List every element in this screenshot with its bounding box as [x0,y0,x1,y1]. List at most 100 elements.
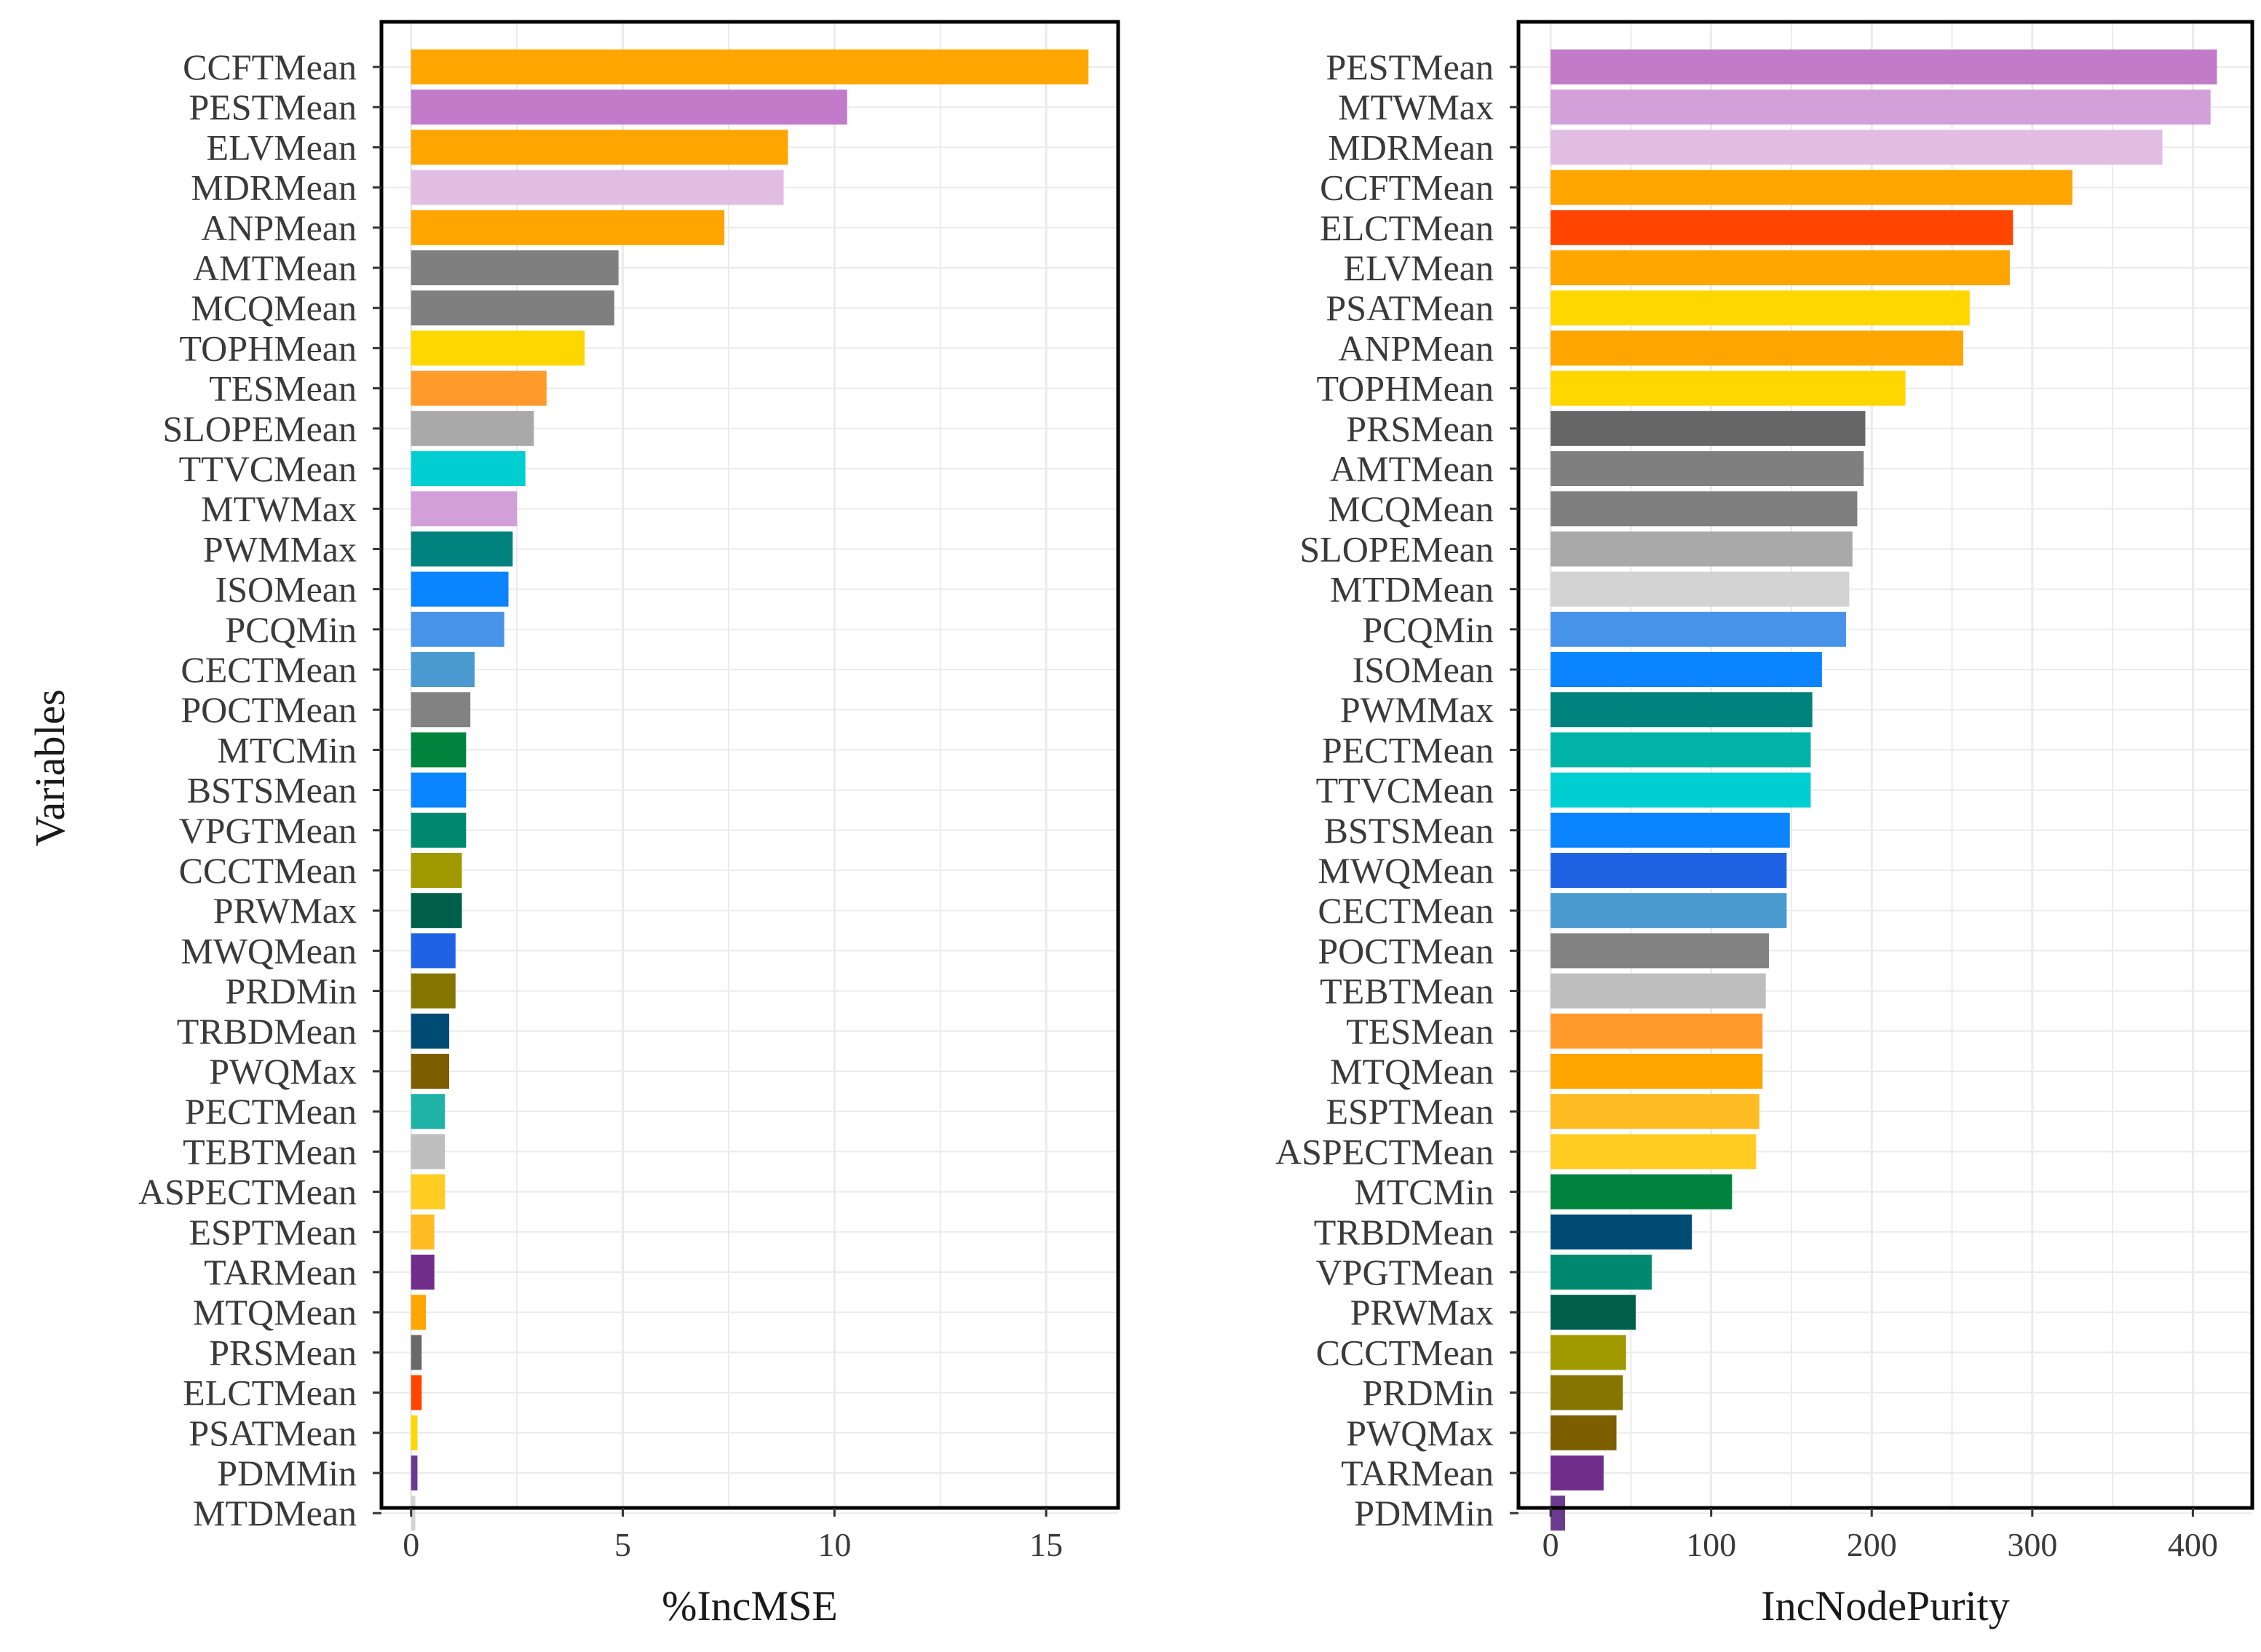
bar [411,571,509,607]
y-tick-label: ESPTMean [1326,1091,1494,1132]
y-tick-label: PWMMax [1340,689,1494,730]
y-tick-label: PRSMean [209,1332,357,1373]
bar [411,812,467,848]
y-tick-label: CCCTMean [179,850,357,891]
bar [1551,1054,1763,1089]
x-tick-label: 0 [403,1526,419,1563]
y-tick-label: MWQMean [181,930,357,971]
bar [411,1094,446,1129]
y-tick-label: ANPMean [201,207,357,248]
bar [411,1335,422,1370]
y-tick-label: PCQMin [225,609,357,650]
bar [411,1415,418,1450]
y-tick-label: PESTMean [1326,47,1494,87]
bar [1551,1295,1636,1330]
bar [1551,853,1787,888]
bar [411,1013,450,1049]
bar [411,290,614,326]
y-tick-label: PRSMean [1346,408,1494,449]
bar [1551,49,2217,84]
y-tick-label: CCFTMean [1320,167,1494,208]
panel-incmse: CCFTMeanPESTMeanELVMeanMDRMeanANPMeanAMT… [138,20,1120,1629]
y-tick-label: TESMean [209,368,357,409]
bar [1551,290,1970,326]
bar [1551,692,1813,728]
bar [1551,1375,1623,1410]
bar [411,692,471,728]
y-tick-label: ASPECTMean [138,1172,357,1212]
bar [1551,491,1858,527]
bar [1551,210,2013,245]
y-tick-label: PRWMax [1350,1292,1494,1333]
x-tick-label: 300 [2007,1526,2057,1563]
bar [1551,1496,1565,1531]
bar [1551,1255,1652,1290]
bar [1551,1134,1757,1169]
y-tick-label: MTCMin [217,729,357,770]
y-tick-label: ISOMean [1353,649,1494,690]
y-tick-label: PESTMean [189,87,357,127]
y-tick-label: TTVCMean [179,448,357,489]
bar [411,1496,416,1531]
y-tick-label: PECTMean [185,1091,357,1132]
y-tick-label: VPGTMean [179,810,357,851]
bar [1551,370,1906,406]
bar [411,451,526,486]
bar [411,1174,446,1210]
bar [1551,1214,1692,1250]
y-tick-label: PSATMean [189,1413,357,1453]
y-tick-label: PECTMean [1322,729,1494,770]
bar [411,1255,435,1290]
bar [1551,1456,1604,1490]
bar [411,370,547,406]
y-tick-label: ELCTMean [1320,207,1494,248]
bar [1551,1174,1733,1210]
bar [411,90,847,125]
y-tick-label: ELVMean [207,127,357,167]
bar [1551,250,2010,285]
y-tick-label: PDMMin [217,1453,357,1493]
y-tick-label: CCFTMean [183,47,357,87]
y-tick-label: MTWMax [201,488,357,529]
bar [411,1375,422,1410]
x-tick-label: 5 [614,1526,631,1563]
x-axis-title: %IncMSE [662,1582,838,1629]
y-tick-label: TOPHMean [179,327,357,368]
y-tick-label: TEBTMean [183,1131,357,1172]
x-tick-label: 400 [2168,1526,2218,1563]
bar [411,170,784,205]
y-tick-label: MTDMean [193,1493,357,1533]
bar [1551,130,2163,165]
y-tick-label: MTDMean [1330,569,1494,610]
bar [411,1134,446,1169]
y-tick-label: CCCTMean [1316,1332,1494,1373]
y-tick-label: MTQMean [1330,1051,1494,1092]
y-tick-label: CECTMean [1318,890,1494,931]
bar [411,772,467,808]
y-tick-label: BSTSMean [187,770,357,811]
x-tick-label: 200 [1847,1526,1897,1563]
x-tick-label: 0 [1543,1526,1559,1563]
bar [411,1456,418,1490]
bar [1551,652,1822,687]
bar [1551,772,1811,808]
y-tick-label: PRDMin [1362,1373,1494,1413]
y-tick-label: MTCMin [1354,1172,1494,1212]
y-tick-label: VPGTMean [1316,1252,1494,1292]
bar [411,652,475,687]
bar [1551,933,1770,969]
bar [1551,973,1766,1009]
y-tick-label: MDRMean [1328,127,1494,167]
y-tick-label: PCQMin [1362,609,1494,650]
bar [411,1214,435,1250]
y-tick-label: TTVCMean [1316,770,1494,811]
y-tick-label: MTQMean [193,1292,357,1333]
y-tick-label: PSATMean [1326,287,1494,328]
y-tick-label: MWQMean [1318,850,1494,891]
bar [1551,893,1787,929]
y-tick-label: TARMean [204,1252,357,1292]
bar [1551,1013,1763,1049]
bar [411,1295,427,1330]
y-tick-label: ASPECTMean [1275,1131,1494,1172]
bar [411,49,1089,84]
